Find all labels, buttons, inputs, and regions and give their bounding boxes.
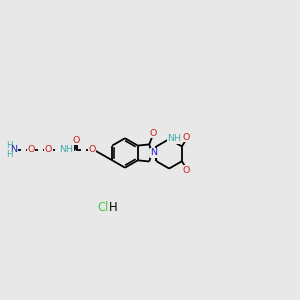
Text: H: H <box>6 150 13 159</box>
Text: O: O <box>45 146 52 154</box>
Text: O: O <box>182 166 190 175</box>
Text: O: O <box>182 133 190 142</box>
Text: O: O <box>149 129 157 138</box>
Text: H: H <box>109 201 118 214</box>
Text: NH: NH <box>59 146 74 154</box>
Text: O: O <box>88 146 96 154</box>
Text: NH: NH <box>167 134 181 143</box>
Text: N: N <box>151 148 158 158</box>
Text: H: H <box>6 141 13 150</box>
Text: O: O <box>28 146 35 154</box>
Text: N: N <box>10 146 17 154</box>
Text: O: O <box>73 136 80 145</box>
Text: Cl: Cl <box>97 201 109 214</box>
